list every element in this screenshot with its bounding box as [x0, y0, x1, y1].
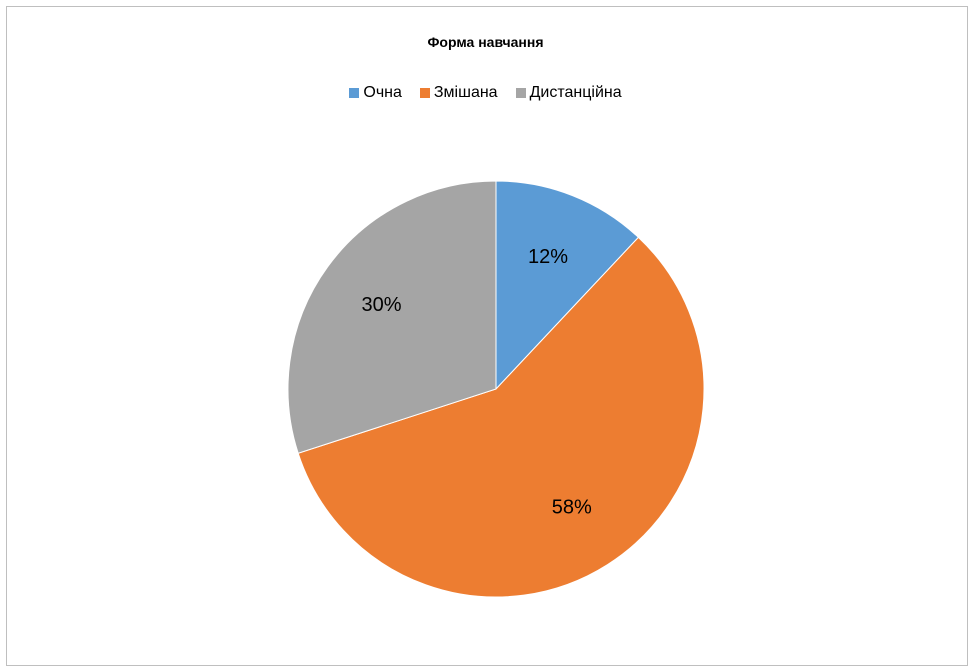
pie-slice-zmishana	[297, 236, 705, 598]
pie-chart: 12% 58% 30%	[287, 180, 705, 598]
slice-label-dystantsiina: 30%	[362, 294, 402, 316]
slice-label-zmishana: 58%	[552, 497, 592, 519]
legend-swatch-dystantsiina	[515, 88, 526, 98]
chart-legend: Очна Змішана Дистанційна	[0, 84, 971, 102]
legend-item-dystantsiina: Дистанційна	[515, 84, 622, 102]
chart-title: Форма навчання	[427, 34, 544, 50]
pie-slice-ochna	[495, 180, 640, 391]
legend-swatch-ochna	[349, 88, 360, 98]
legend-label-ochna: Очна	[363, 84, 402, 101]
pie-slice-dystantsiina	[287, 180, 497, 454]
legend-label-dystantsiina: Дистанційна	[529, 84, 622, 101]
legend-item-ochna: Очна	[349, 84, 402, 102]
legend-swatch-zmishana	[419, 88, 430, 98]
legend-label-zmishana: Змішана	[433, 84, 498, 101]
slice-label-ochna: 12%	[528, 246, 568, 268]
legend-item-zmishana: Змішана	[419, 84, 498, 102]
